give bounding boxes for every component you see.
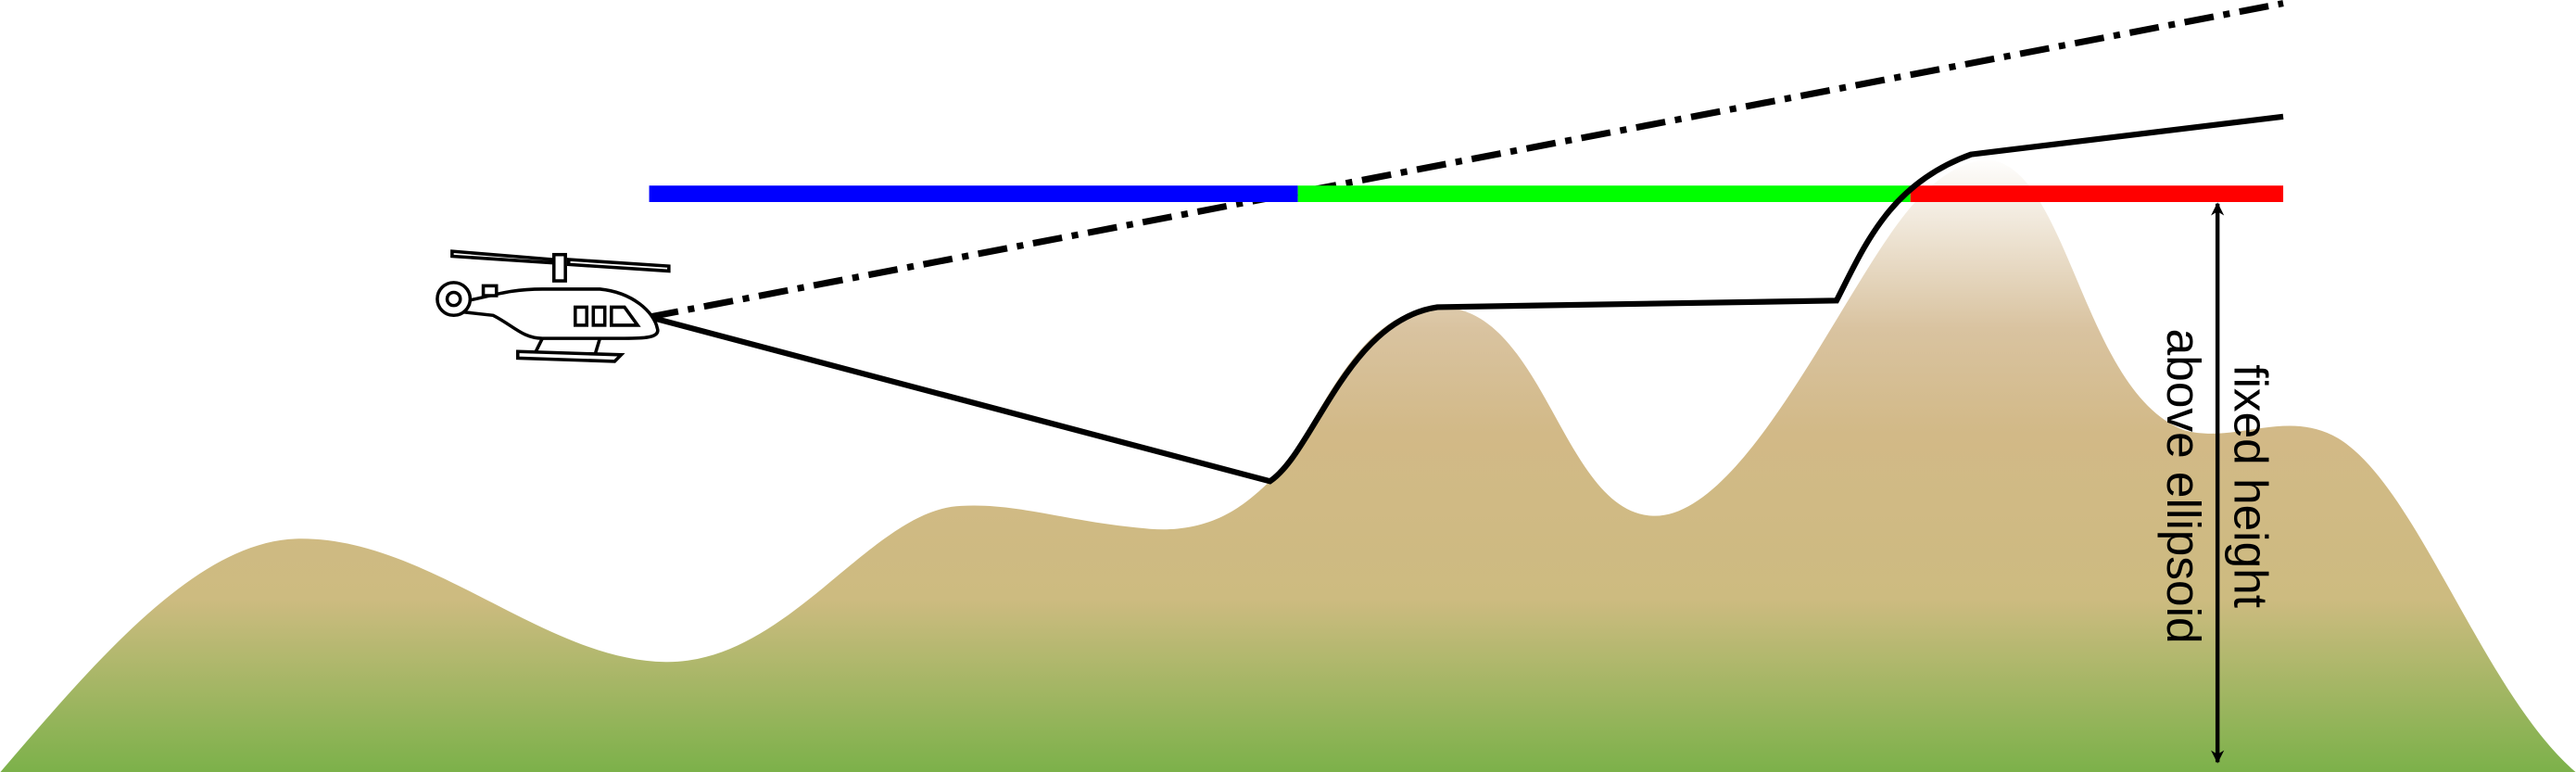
- helicopter: [436, 249, 671, 363]
- flight-profile: [648, 113, 2284, 485]
- label-line2: above ellipsoid: [2157, 329, 2211, 644]
- label-line1: fixed height: [2224, 364, 2278, 608]
